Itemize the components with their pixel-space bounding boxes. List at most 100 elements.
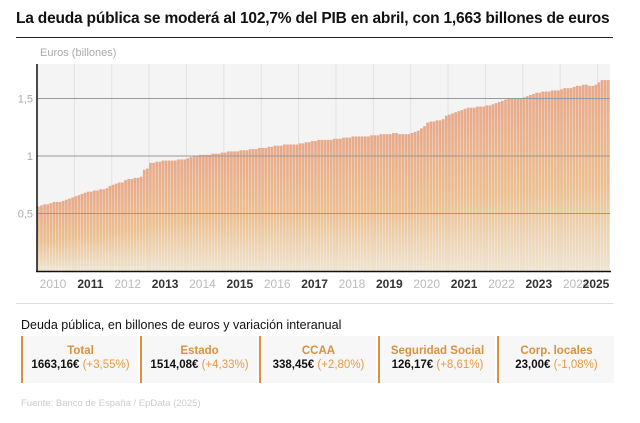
bar <box>183 159 187 271</box>
chart-title: La deuda pública se moderá al 102,7% del… <box>16 10 610 27</box>
bar <box>519 98 523 271</box>
bar <box>239 150 243 271</box>
card-value: 1514,08€ <box>150 359 199 371</box>
bar <box>205 154 208 271</box>
card-value: 23,00€ <box>515 359 551 371</box>
bar <box>264 147 268 271</box>
bar <box>566 88 570 272</box>
bar <box>117 182 121 271</box>
x-tick-label: 2020 <box>413 277 440 291</box>
bar <box>276 145 280 271</box>
bar <box>283 144 286 271</box>
bar <box>335 138 339 271</box>
bar <box>544 91 548 271</box>
bar <box>49 203 53 271</box>
bar <box>99 189 102 271</box>
bar <box>68 198 71 271</box>
bar <box>93 190 96 271</box>
card-change: (-1,08%) <box>553 359 598 371</box>
x-tick-label: 2021 <box>451 277 478 291</box>
bar <box>251 149 255 271</box>
y-tick-label: 0,5 <box>18 209 33 221</box>
bar <box>482 106 486 271</box>
bar <box>454 112 457 271</box>
bar <box>407 134 411 271</box>
bar <box>121 182 124 271</box>
bar <box>295 144 299 271</box>
bar <box>485 105 489 272</box>
bar <box>142 169 146 271</box>
bar <box>46 204 50 271</box>
card-label: CCAA <box>301 345 336 357</box>
bar <box>298 143 302 271</box>
x-tick-label: 2022 <box>488 277 515 291</box>
title-divider <box>16 37 613 38</box>
bar <box>370 135 373 271</box>
card-change: (+2,80%) <box>317 359 365 371</box>
x-tick-label: 2018 <box>339 277 366 291</box>
bar <box>267 146 271 271</box>
bar <box>585 84 588 271</box>
bar <box>525 96 529 271</box>
bar <box>61 200 65 271</box>
bar <box>292 144 296 271</box>
card-label: Total <box>67 345 94 357</box>
bar <box>170 160 174 271</box>
bar <box>510 98 514 271</box>
bar <box>314 141 317 271</box>
bar <box>469 107 473 271</box>
bar <box>289 144 292 271</box>
bar <box>133 177 137 271</box>
bar <box>180 159 183 271</box>
bar <box>569 88 573 272</box>
bar <box>435 120 439 271</box>
bar <box>538 92 542 271</box>
x-tick-label: 2010 <box>40 277 67 291</box>
bar <box>572 87 576 271</box>
bar <box>457 111 461 272</box>
bar <box>557 90 560 271</box>
x-tick-label: 2019 <box>376 277 403 291</box>
bar <box>96 190 99 271</box>
card-corp-locales: Corp. locales 23,00€ (-1,08%) <box>497 336 614 383</box>
bar <box>233 151 236 271</box>
bar <box>410 133 414 271</box>
bar <box>329 139 333 271</box>
bar <box>354 136 358 271</box>
card-label: Estado <box>180 345 219 357</box>
section-divider <box>16 303 613 304</box>
x-tick-label: 2016 <box>264 277 291 291</box>
bar <box>395 133 398 271</box>
card-label: Seguridad Social <box>390 345 485 357</box>
bar <box>186 158 190 271</box>
bar <box>342 137 345 271</box>
bar <box>174 160 177 271</box>
bar <box>77 195 81 271</box>
bar <box>211 153 215 271</box>
bar <box>108 185 112 271</box>
bar <box>242 150 246 271</box>
summary-subtitle: Deuda pública, en billones de euros y va… <box>21 318 342 332</box>
bar <box>563 88 566 272</box>
bar <box>332 138 336 271</box>
bar <box>460 110 464 271</box>
bar <box>326 139 330 271</box>
bar <box>376 135 380 271</box>
bar <box>541 91 545 271</box>
bar <box>270 146 274 271</box>
card-seguridad-social: Seguridad Social 126,17€ (+8,61%) <box>378 336 495 383</box>
bar <box>130 179 134 271</box>
bar <box>385 134 389 271</box>
bar <box>606 80 610 271</box>
bar <box>80 193 84 271</box>
card-change: (+4,33%) <box>201 359 249 371</box>
bar <box>360 136 364 271</box>
bar <box>83 192 87 271</box>
bar <box>553 90 557 271</box>
x-tick-label: 2012 <box>114 277 141 291</box>
bar <box>230 151 233 271</box>
bar <box>158 161 162 271</box>
bar <box>149 162 152 271</box>
bar <box>373 135 377 271</box>
bar <box>357 136 361 271</box>
